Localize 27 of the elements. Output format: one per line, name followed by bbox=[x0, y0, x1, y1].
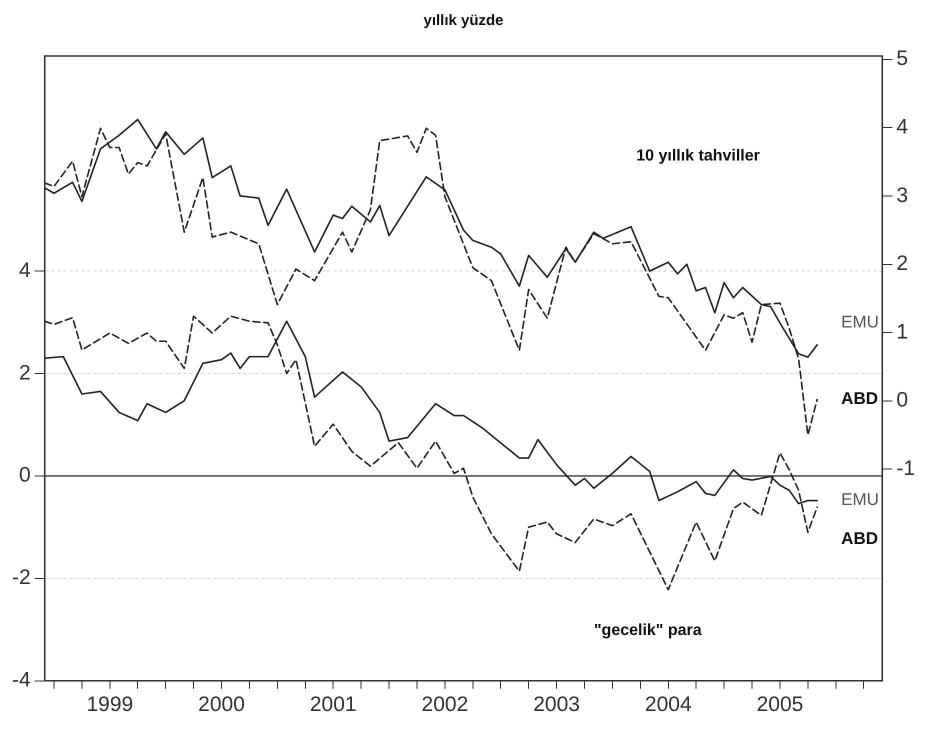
y-tick-label: 4 bbox=[18, 258, 31, 282]
y-tick-label: 2 bbox=[18, 361, 31, 384]
y-tick-label: 0 bbox=[18, 464, 31, 487]
x-tick-label: 2005 bbox=[756, 693, 804, 716]
y2-tick-label: 5 bbox=[896, 47, 908, 70]
y2-tick-label: 1 bbox=[896, 320, 908, 344]
y2-tick-label: 4 bbox=[896, 115, 908, 138]
y2-tick-label: 0 bbox=[896, 388, 908, 412]
y2-tick-label: -1 bbox=[896, 456, 916, 480]
series-label: ABD bbox=[841, 389, 878, 408]
line-series bbox=[44, 315, 818, 590]
x-tick-label: 1999 bbox=[86, 693, 134, 716]
x-tick-label: 2002 bbox=[422, 693, 468, 716]
y-tick-label: -4 bbox=[12, 668, 31, 692]
x-tick-label: 2000 bbox=[198, 693, 245, 716]
series-label: EMU bbox=[841, 312, 879, 332]
annotation: 10 yıllık tahviller bbox=[636, 147, 760, 164]
y2-tick-label: 3 bbox=[896, 184, 908, 207]
x-tick-label: 2004 bbox=[644, 693, 692, 716]
series-label: ABD bbox=[841, 528, 878, 548]
chart-title: yıllık yüzde bbox=[423, 12, 504, 30]
y2-tick-label: 2 bbox=[896, 252, 908, 276]
x-tick-label: 2003 bbox=[533, 693, 580, 716]
annotation: "gecelik" para bbox=[594, 622, 702, 640]
y-tick-label: -2 bbox=[12, 566, 31, 590]
series-label: EMU bbox=[841, 490, 879, 510]
x-tick-label: 2001 bbox=[310, 693, 357, 716]
